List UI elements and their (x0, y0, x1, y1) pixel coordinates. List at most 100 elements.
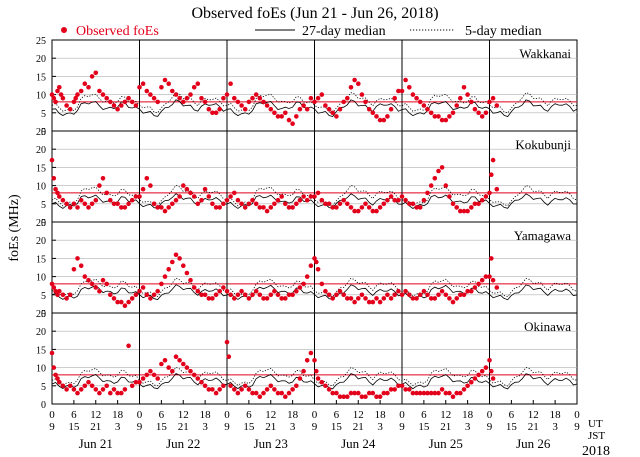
observed-point (337, 394, 343, 400)
observed-point (60, 383, 66, 389)
observed-point (447, 114, 452, 119)
observed-point (51, 176, 57, 181)
jst-tick-label: 21 (528, 421, 539, 433)
ut-tick-label: 0 (574, 409, 580, 421)
observed-point (71, 201, 77, 207)
y-tick-label: 15 (36, 254, 46, 265)
observed-point (177, 256, 182, 261)
observed-point (140, 81, 146, 86)
observed-point (414, 296, 419, 301)
observed-point (78, 387, 84, 392)
observed-point (213, 390, 219, 396)
ut-tick-label: 12 (90, 409, 101, 421)
jst-tick-label: 3 (465, 421, 471, 433)
observed-point (264, 103, 270, 108)
observed-point (257, 394, 263, 400)
observed-point (206, 194, 212, 199)
observed-point (297, 285, 303, 290)
observed-point (89, 281, 95, 287)
observed-point (188, 368, 193, 374)
observed-point (374, 394, 379, 400)
observed-point (312, 256, 317, 261)
observed-point (133, 103, 139, 108)
observed-point (425, 292, 430, 298)
observed-point (370, 299, 376, 305)
observed-point (82, 383, 88, 389)
observed-point (388, 194, 394, 199)
ut-tick-label: 6 (159, 409, 165, 421)
ut-tick-label: 18 (112, 409, 124, 421)
observed-point (314, 368, 319, 374)
observed-point (133, 194, 139, 199)
observed-point (283, 296, 288, 301)
observed-point (64, 103, 69, 108)
observed-point (447, 194, 452, 199)
jst-tick-label: 15 (156, 421, 168, 433)
observed-point (173, 252, 179, 258)
observed-point (374, 114, 379, 119)
observed-point (173, 354, 179, 360)
observed-point (97, 288, 102, 294)
observed-point (454, 296, 460, 301)
observed-point (290, 121, 295, 126)
observed-point (304, 358, 310, 363)
observed-point (356, 296, 361, 301)
observed-point (450, 394, 456, 400)
observed-point (195, 376, 201, 381)
observed-point (436, 168, 441, 174)
observed-point (261, 390, 266, 396)
jst-tick-label: 21 (440, 421, 451, 433)
observed-point (425, 106, 430, 112)
y-tick-label: 5 (41, 109, 46, 120)
observed-point (159, 281, 164, 287)
station-panels: 0 5 10 15 20 25 Wakkanai 0 5 10 15 20 25 Kokubunji 0 5 1… (36, 36, 578, 411)
observed-point (417, 99, 423, 105)
observed-point (89, 201, 95, 207)
observed-point (228, 383, 233, 389)
observed-point (261, 99, 266, 105)
observed-point (315, 267, 321, 272)
ut-tick-label: 6 (71, 409, 77, 421)
observed-point (108, 197, 113, 203)
observed-point (55, 190, 60, 196)
observed-point (385, 292, 390, 298)
observed-point (403, 288, 408, 294)
observed-point (217, 205, 222, 210)
observed-point (239, 387, 244, 392)
observed-point (119, 205, 124, 210)
observed-point (356, 390, 361, 396)
observed-point (381, 117, 387, 123)
ut-tick-label: 12 (528, 409, 539, 421)
observed-point (407, 85, 412, 90)
observed-point (286, 205, 292, 210)
observed-point (137, 85, 142, 90)
observed-point (75, 390, 80, 396)
jst-tick-label: 3 (202, 421, 208, 433)
observed-point (195, 201, 201, 207)
observed-point (458, 292, 463, 298)
observed-point (159, 361, 164, 367)
ut-tick-label: 0 (487, 409, 493, 421)
observed-point (53, 99, 58, 105)
observed-point (148, 368, 153, 374)
observed-point (166, 205, 171, 210)
observed-point (257, 95, 263, 101)
observed-point (67, 292, 73, 298)
observed-point (345, 394, 350, 400)
observed-point (221, 383, 226, 389)
observed-point (417, 205, 423, 210)
observed-point (304, 106, 310, 112)
observed-point (399, 194, 405, 199)
observed-point (341, 99, 347, 105)
observed-point (122, 387, 128, 392)
y-tick-label: 20 (36, 327, 46, 338)
observed-point (173, 92, 179, 97)
observed-point (250, 292, 255, 298)
observed-point (129, 296, 135, 301)
observed-point (334, 205, 339, 210)
observed-point (345, 296, 350, 301)
observed-point (184, 365, 190, 370)
observed-point (162, 77, 168, 83)
jst-tick-label: 21 (178, 421, 189, 433)
observed-point (465, 383, 470, 389)
